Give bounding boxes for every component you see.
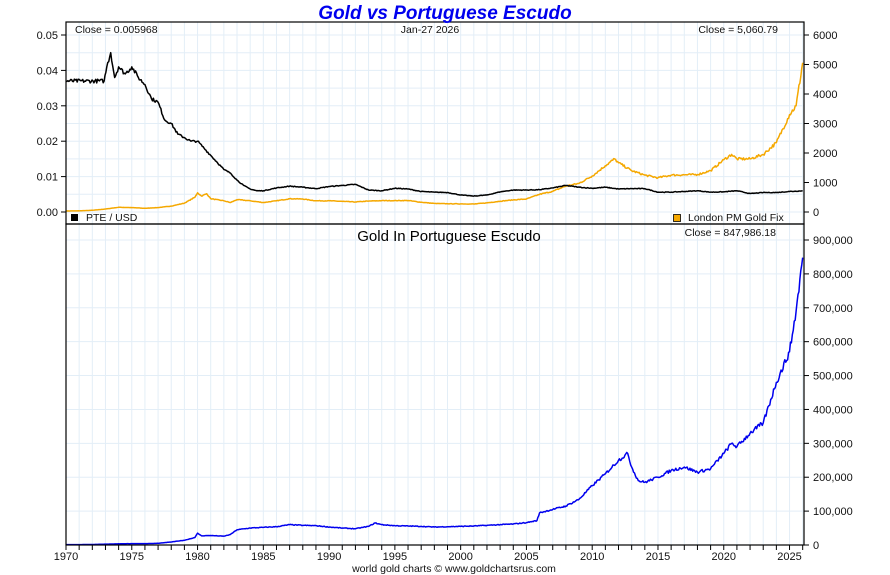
legend-swatch-gold [673,214,681,222]
y-tick-label-right: 700,000 [813,303,853,315]
bottom-right-y-axis: 0 100,000 200,000 300,000 400,000 500,000 600,… [804,235,853,552]
top-panel-grid [66,22,804,224]
x-tick-label: 1975 [120,551,144,563]
y-tick-label-right: 5000 [813,60,837,72]
footer-credit: world gold charts © www.goldchartsrus.co… [351,563,556,575]
y-tick-label-right: 6000 [813,30,837,42]
bottom-panel-title: Gold In Portuguese Escudo [357,228,540,245]
x-tick-label: 2025 [777,551,801,563]
x-tick-label: 2000 [448,551,472,563]
legend-label-pte-usd: PTE / USD [86,212,138,224]
gold-usd-close-label: Close = 5,060.79 [698,24,778,36]
x-tick-label: 2015 [646,551,670,563]
x-axis: 1970 1975 1980 1985 1990 1995 2000 2005 2010 2015… [54,545,804,563]
y-tick-label-left: 0.05 [37,30,58,42]
y-tick-label-left: 0.02 [37,136,58,148]
top-right-y-axis: 0 1000 2000 3000 4000 5000 6000 [804,30,837,219]
x-tick-label: 1985 [251,551,275,563]
x-tick-label: 1970 [54,551,78,563]
x-tick-label: 2010 [580,551,604,563]
x-tick-label: 2020 [712,551,736,563]
y-tick-label-left: 0.04 [37,65,58,77]
y-tick-label-left: 0.03 [37,101,58,113]
y-tick-label-right: 400,000 [813,404,853,416]
y-tick-label-left: 0.00 [37,207,58,219]
top-panel-lines [65,51,804,212]
chart-title: Gold vs Portuguese Escudo [318,3,571,24]
y-tick-label-right: 600,000 [813,337,853,349]
bottom-panel-grid [66,224,804,546]
y-tick-label-right: 0 [813,207,819,219]
y-tick-label-right: 4000 [813,89,837,101]
date-label: Jan-27 2026 [401,24,460,36]
legend-label-gold: London PM Gold Fix [688,212,784,224]
legend-swatch-pte-usd [71,214,78,221]
x-tick-label: 1980 [185,551,209,563]
y-tick-label-right: 300,000 [813,438,853,450]
x-tick-label: 1990 [317,551,341,563]
y-tick-label-right: 500,000 [813,371,853,383]
y-tick-label-right: 900,000 [813,235,853,247]
y-tick-label-right: 3000 [813,119,837,131]
series-line-london-pm-gold-fix [65,62,804,212]
series-line-gold-in-pte [65,257,804,546]
y-tick-label-right: 800,000 [813,269,853,281]
y-tick-label-right: 2000 [813,148,837,160]
x-tick-label: 2005 [514,551,538,563]
x-tick-label: 1995 [383,551,407,563]
y-tick-label-right: 200,000 [813,472,853,484]
gold-pte-close-label: Close = 847,986.18 [685,227,777,239]
top-left-y-axis: 0.00 0.01 0.02 0.03 0.04 0.05 [37,30,66,219]
bottom-panel-frame [65,223,805,546]
bottom-panel-lines [65,257,804,546]
y-tick-label-right: 0 [813,540,819,552]
series-line-pte-usd [65,51,803,197]
y-tick-label-right: 1000 [813,178,837,190]
pte-usd-close-label: Close = 0.005968 [75,24,158,36]
y-tick-label-left: 0.01 [37,172,58,184]
y-tick-label-right: 100,000 [813,506,853,518]
